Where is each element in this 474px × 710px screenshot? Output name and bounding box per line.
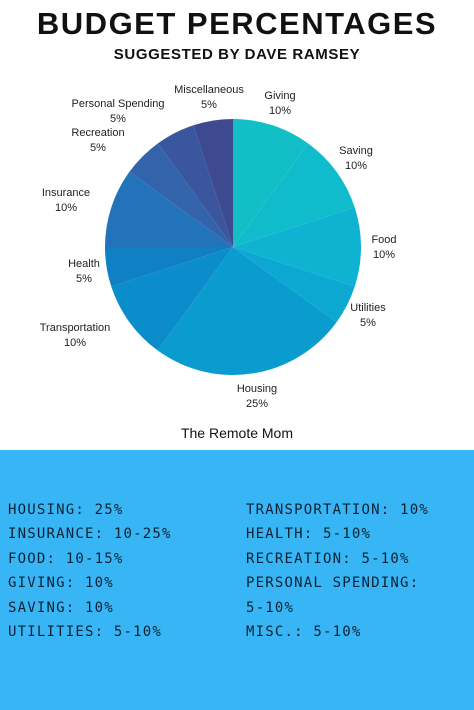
slice-label-miscellaneous: Miscellaneous 5% xyxy=(169,83,249,113)
guideline-item: HEALTH: 5-10% xyxy=(246,526,372,543)
slice-label-health: Health 5% xyxy=(54,257,114,287)
slice-label-text: Recreation xyxy=(71,127,125,139)
pie-slice-insurance xyxy=(105,171,233,247)
slice-label-recreation: Recreation 5% xyxy=(66,126,130,156)
slice-label-value: 10% xyxy=(268,105,292,117)
page-subtitle: SUGGESTED BY DAVE RAMSEY xyxy=(113,46,361,63)
guideline-item: MISC.: 5-10% xyxy=(246,623,362,640)
slice-label-text: Health xyxy=(68,258,100,270)
slice-label-housing: Housing 25% xyxy=(227,382,287,412)
slice-label-giving: Giving 10% xyxy=(250,89,310,119)
slice-label-saving: Saving 10% xyxy=(326,144,386,174)
slice-label-text: Transportation xyxy=(39,322,111,334)
slice-label-text: Insurance xyxy=(41,187,91,199)
pie-slice-health xyxy=(105,247,233,287)
slice-label-value: 5% xyxy=(90,142,106,154)
slice-label-text: Utilities xyxy=(350,302,386,314)
guidelines-right-column: TRANSPORTATION: 10% HEALTH: 5-10% RECREA… xyxy=(246,498,429,644)
pie-slice-utilities xyxy=(233,247,355,323)
pie-slice-personal-spending xyxy=(157,125,233,247)
pie-slice-saving xyxy=(233,143,355,247)
slice-label-food: Food 10% xyxy=(354,233,414,263)
guideline-item: PERSONAL SPENDING: xyxy=(246,575,420,592)
slice-label-value: 5% xyxy=(76,273,92,285)
guideline-item: RECREATION: 5-10% xyxy=(246,550,410,567)
guideline-item: TRANSPORTATION: 10% xyxy=(246,502,429,518)
slice-label-text: Giving xyxy=(264,90,296,102)
pie-chart xyxy=(105,119,362,375)
slice-label-value: 10% xyxy=(63,337,87,349)
slice-label-value: 10% xyxy=(54,202,78,214)
slice-label-text: Food xyxy=(371,234,397,246)
slice-label-value: 10% xyxy=(372,249,396,261)
slice-label-text: Miscellaneous xyxy=(174,84,244,96)
slice-label-value: 5% xyxy=(110,113,126,125)
slice-label-value: 5% xyxy=(360,317,376,329)
slice-label-text: Housing xyxy=(236,383,278,395)
pie-slice-food xyxy=(233,207,362,287)
slice-label-personal-spending: Personal Spending 5% xyxy=(68,97,168,127)
chart-panel: BUDGET PERCENTAGES SUGGESTED BY DAVE RAM… xyxy=(35,6,438,441)
slice-label-value: 10% xyxy=(344,160,368,172)
slice-label-value: 25% xyxy=(245,398,269,410)
slice-label-transportation: Transportation 10% xyxy=(35,321,115,351)
pie-slice-giving xyxy=(233,119,309,247)
slice-label-insurance: Insurance 10% xyxy=(36,186,96,216)
pie-slice-miscellaneous xyxy=(193,119,233,247)
guidelines-panel: HOUSING: 25% INSURANCE: 10-25% FOOD: 10-… xyxy=(0,450,474,710)
guideline-item: SAVING: 10% xyxy=(8,599,114,616)
guideline-item: INSURANCE: 10-25% xyxy=(8,526,172,543)
guideline-item: 5-10% xyxy=(246,599,295,616)
guidelines-left-column: HOUSING: 25% INSURANCE: 10-25% FOOD: 10-… xyxy=(8,498,172,644)
guideline-item: GIVING: 10% xyxy=(8,575,114,592)
page-title: BUDGET PERCENTAGES xyxy=(36,6,438,41)
pie-slice-recreation xyxy=(129,143,233,247)
slice-label-utilities: Utilities 5% xyxy=(338,301,398,331)
pie-slice-housing xyxy=(157,247,337,375)
credit-text: The Remote Mom xyxy=(180,425,294,441)
slice-label-text: Personal Spending xyxy=(71,98,165,110)
guideline-item: FOOD: 10-15% xyxy=(8,550,124,567)
guideline-item: UTILITIES: 5-10% xyxy=(8,623,163,640)
pie-slice-transportation xyxy=(111,247,233,351)
slice-label-text: Saving xyxy=(339,145,373,157)
slice-label-value: 5% xyxy=(201,99,217,111)
guideline-item: HOUSING: 25% xyxy=(8,502,124,518)
